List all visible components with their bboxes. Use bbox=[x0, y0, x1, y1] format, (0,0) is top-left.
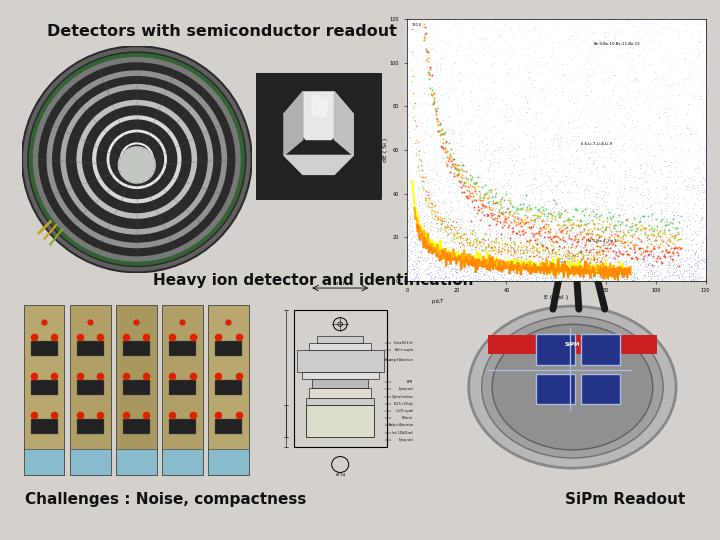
Text: Heavy ion detector and identification: Heavy ion detector and identification bbox=[153, 273, 474, 288]
Text: Challenges : Noise, compactness: Challenges : Noise, compactness bbox=[25, 491, 307, 507]
Text: SiPm Readout: SiPm Readout bbox=[565, 491, 685, 507]
Text: Detectors with semiconductor readout: Detectors with semiconductor readout bbox=[47, 24, 397, 39]
